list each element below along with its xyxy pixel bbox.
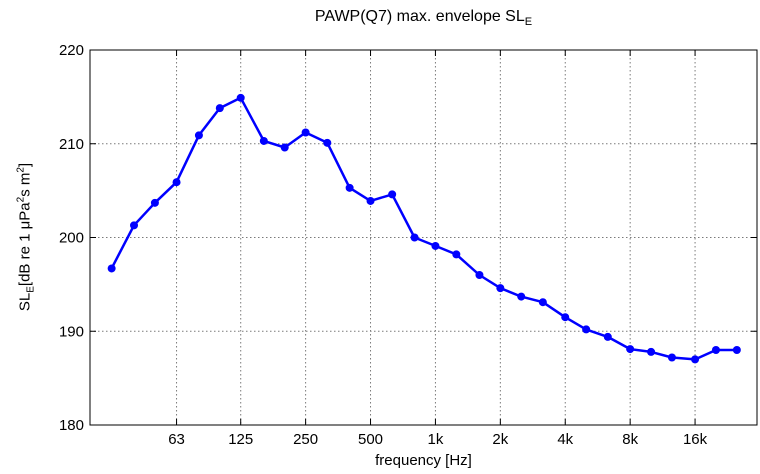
data-point [173,178,181,186]
data-point [281,144,289,152]
tick-labels: 63 125 250 500 1k 2k 4k 8k 16k 180 190 200 210 220 [59,42,708,448]
data-point [151,199,159,207]
x-tick-label: 16k [683,431,708,448]
data-point [323,139,331,147]
x-tick-label: 500 [358,431,383,448]
data-point [195,131,203,139]
y-tick-label: 190 [59,323,84,340]
data-point [411,234,419,242]
ylabel-part: [dB re 1 [17,229,34,286]
grid-lines [90,50,757,425]
ylabel-superscript: 2 [16,197,27,203]
data-point [108,264,116,272]
y-tick-label: 210 [59,136,84,153]
x-tick-label: 8k [622,431,638,448]
data-point [712,346,720,354]
data-point [561,313,569,321]
x-tick-label: 125 [228,431,253,448]
data-point [260,137,268,145]
data-point [539,298,547,306]
x-tick-label: 4k [557,431,573,448]
x-tick-label: 250 [293,431,318,448]
ylabel-mu: μ [17,221,34,230]
data-point [367,197,375,205]
data-point [626,345,634,353]
ylabel-part: s m [17,173,34,197]
data-point [216,104,224,112]
data-point [691,355,699,363]
x-tick-label: 1k [428,431,444,448]
ylabel-part: SL [17,293,34,311]
x-tick-label: 2k [492,431,508,448]
data-point [237,94,245,102]
ylabel-part: Pa [17,202,34,220]
data-point [302,129,310,137]
series-group [108,94,741,364]
data-point [431,242,439,250]
data-point [388,190,396,198]
data-point [604,333,612,341]
y-tick-label: 180 [59,417,84,434]
data-point [668,354,676,362]
y-tick-label: 220 [59,42,84,59]
data-point [452,250,460,258]
data-point [130,221,138,229]
ylabel-part: ] [17,163,34,167]
data-point [475,271,483,279]
data-point [517,293,525,301]
x-tick-label: 63 [168,431,185,448]
data-point [582,325,590,333]
data-point [346,184,354,192]
ylabel-superscript: 2 [16,167,27,173]
series-line [112,98,737,360]
y-tick-label: 200 [59,230,84,247]
ylabel-subscript: E [26,286,37,293]
data-point [733,346,741,354]
data-point [647,348,655,356]
y-axis-label: SLE[dB re 1 μPa2s m2] [16,163,37,311]
x-axis-label: frequency [Hz] [90,452,757,469]
data-point [496,284,504,292]
